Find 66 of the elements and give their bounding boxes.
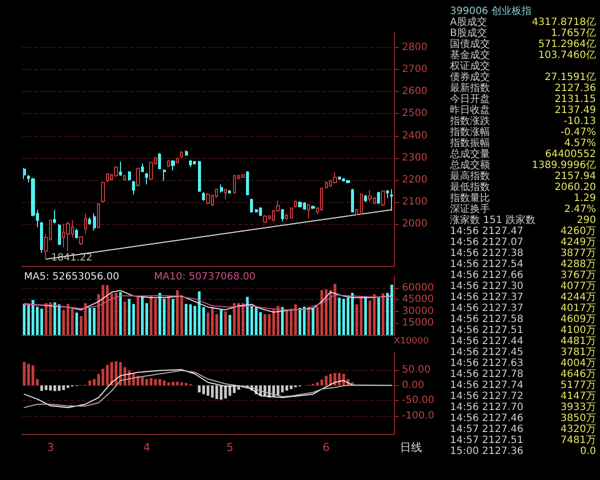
text: 14:57 2127.46 4320万 bbox=[450, 424, 596, 435]
text: 14:56 2127.74 5177万 bbox=[450, 380, 596, 391]
x-tick-label: 3 bbox=[46, 441, 54, 454]
text: 14:56 2127.30 4077万 bbox=[450, 281, 596, 292]
text: 指数涨幅 -0.47% bbox=[450, 127, 596, 138]
text: 14:56 2127.70 3933万 bbox=[450, 402, 596, 413]
text: 指数振幅 4.57% bbox=[450, 138, 596, 149]
text: 最高指数 2157.94 bbox=[450, 171, 596, 182]
text: 14:56 2127.44 4481万 bbox=[450, 336, 596, 347]
x-tick-label: 4 bbox=[143, 441, 150, 454]
text: 14:56 2127.51 4100万 bbox=[450, 325, 596, 336]
text: 权证成交 bbox=[450, 61, 490, 72]
y-tick-label: 2300 bbox=[402, 152, 428, 164]
y-tick-label: 45000 bbox=[402, 294, 434, 306]
text: 总成交量 64400552 bbox=[450, 149, 596, 160]
annotation: MA10: 50737068.00 bbox=[154, 272, 256, 282]
text: 总成交额 1389.9996亿 bbox=[450, 160, 596, 171]
text: 14:56 2127.38 3877万 bbox=[450, 248, 596, 259]
text: A股成交 4317.8718亿 bbox=[450, 17, 596, 28]
text: 399006 创业板指 bbox=[450, 6, 532, 17]
y-tick-label: 0.00 bbox=[402, 380, 424, 391]
x-tick-label: 6 bbox=[322, 441, 330, 454]
text: B股成交 1.7657亿 bbox=[450, 28, 596, 39]
text: 14:56 2127.37 4017万 bbox=[450, 303, 596, 314]
text: 14:56 2127.78 4646万 bbox=[450, 369, 596, 380]
annotation: MA5: 52653056.00 bbox=[24, 272, 120, 282]
y-tick-label: 2600 bbox=[402, 86, 428, 98]
y-tick-label: -100.0 bbox=[402, 410, 434, 422]
text: 深证换手 2.47% bbox=[450, 204, 596, 215]
text: 最低指数 2060.20 bbox=[450, 182, 596, 193]
y-tick-label: 60000 bbox=[402, 282, 434, 294]
text: 14:56 2127.66 3767万 bbox=[450, 270, 596, 281]
text: 14:56 2127.58 4609万 bbox=[450, 314, 596, 325]
text: 15:00 2127.36 0.0 bbox=[450, 446, 596, 457]
text: 14:56 2127.63 4004万 bbox=[450, 358, 596, 369]
x-tick-label: 5 bbox=[226, 441, 234, 454]
text: 14:56 2127.45 3781万 bbox=[450, 347, 596, 358]
text: 涨家数 151 跌家数 290 bbox=[450, 215, 596, 226]
text: 指数涨跌 -10.13 bbox=[450, 116, 596, 127]
y-tick-label: -50.00 bbox=[402, 395, 434, 406]
y-tick-label: 2500 bbox=[402, 108, 428, 120]
text: 基金成交 103.7460亿 bbox=[450, 50, 596, 61]
y-tick-label: 30000 bbox=[402, 306, 434, 317]
text: 14:56 2127.54 4288万 bbox=[450, 259, 596, 270]
text: 债券成交 27.1591亿 bbox=[450, 72, 596, 83]
y-tick-label: 2400 bbox=[402, 130, 428, 142]
y-tick-label: 2200 bbox=[402, 174, 428, 186]
text: 14:56 2127.46 3850万 bbox=[450, 413, 596, 424]
y-tick-label: 15000 bbox=[402, 318, 434, 329]
y-axis-title: X10000 bbox=[394, 336, 430, 346]
text: 今日开盘 2131.15 bbox=[450, 94, 596, 105]
text: 最新指数 2127.36 bbox=[450, 83, 596, 94]
y-tick-label: 2700 bbox=[402, 64, 428, 76]
text: 14:56 2127.37 4244万 bbox=[450, 292, 596, 303]
y-tick-label: 2100 bbox=[402, 196, 428, 208]
text: 14:57 2127.51 7481万 bbox=[450, 435, 596, 446]
y-tick-label: 50.00 bbox=[402, 364, 431, 376]
text: 14:56 2127.72 4147万 bbox=[450, 391, 596, 402]
text: 昨日收盘 2137.49 bbox=[450, 105, 596, 116]
y-tick-label: 2000 bbox=[402, 218, 428, 230]
text: 国债成交 571.2964亿 bbox=[450, 39, 596, 50]
text: 14:56 2127.07 4249万 bbox=[450, 237, 596, 248]
y-tick-label: 2800 bbox=[402, 42, 428, 53]
text: 指数量比 1.29 bbox=[450, 193, 596, 204]
x-axis-title: 日线 bbox=[400, 441, 422, 454]
text: 14:56 2127.47 4260万 bbox=[450, 226, 596, 237]
